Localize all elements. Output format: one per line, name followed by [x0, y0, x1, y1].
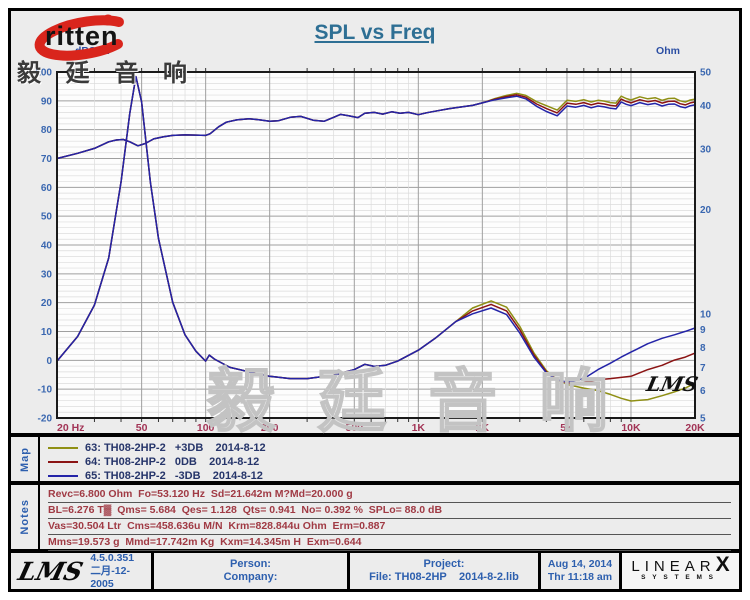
db-tick-label: 70: [41, 154, 53, 165]
divider: [11, 549, 739, 553]
person-label: Person:: [230, 558, 271, 570]
db-tick-label: 10: [41, 327, 53, 338]
ohm-tick-label: 40: [700, 101, 712, 112]
ohm-tick-label: 30: [700, 144, 712, 155]
db-tick-label: 30: [41, 269, 53, 280]
chart-area: -20 -10 0 10 20 30 40 50 60 70 80 90 100 50 40 30 20 10 9 8…: [11, 40, 739, 441]
footer-person-cell: Person: Company:: [151, 553, 347, 589]
page-title: SPL vs Freq: [314, 21, 436, 44]
linearx-x: X: [715, 553, 730, 576]
notes-panel-label: Notes: [18, 499, 31, 535]
divider: [11, 433, 739, 437]
project-label: Project:: [423, 558, 465, 570]
notes-content: Revc=6.800 Ohm Fo=53.120 Hz Sd=21.642m M…: [40, 485, 739, 551]
legend-item: 64: TH08-2HP-2 0DB 2014-8-12: [48, 455, 739, 468]
notes-panel: Notes Revc=6.800 Ohm Fo=53.120 Hz Sd=21.…: [11, 485, 739, 551]
ohm-tick-label: 9: [700, 325, 706, 336]
legend-label: 63: TH08-2HP-2 +3DB 2014-8-12: [85, 441, 266, 454]
legend-swatch-line: [48, 446, 78, 449]
ohm-tick-label: 7: [700, 363, 706, 374]
db-tick-label: -20: [38, 414, 53, 425]
freq-tick-label: 1K: [412, 422, 426, 433]
note-line: Revc=6.800 Ohm Fo=53.120 Hz Sd=21.642m M…: [48, 488, 731, 503]
linearx-logo: LINEAR X SYSTEMS: [619, 553, 739, 589]
footer-bar: LMS 4.5.0.351 二月-12-2005 Person: Company…: [11, 551, 739, 590]
db-tick-label: 100: [35, 68, 52, 79]
lms-logo: LMS: [15, 556, 86, 586]
file-name: File: TH08-2HP 2014-8-2.lib: [369, 571, 519, 583]
db-tick-label: 20: [41, 298, 53, 309]
freq-tick-label: 2K: [476, 422, 490, 433]
version-date: 二月-12-2005: [90, 564, 130, 590]
db-tick-label: 80: [41, 125, 53, 136]
note-line: Mms=19.573 g Mmd=17.742m Kg Kxm=14.345m …: [48, 536, 731, 551]
freq-tick-label: 10K: [621, 422, 641, 433]
legend-label: 65: TH08-2HP-2 -3DB 2014-8-12: [85, 469, 263, 482]
freq-tick-label: 20K: [685, 422, 705, 433]
map-panel-label: Map: [18, 446, 31, 472]
spl-vs-freq-chart: -20 -10 0 10 20 30 40 50 60 70 80 90 100 50 40 30 20 10 9 8…: [35, 45, 712, 433]
db-tick-label: 60: [41, 183, 53, 194]
legend-item: 65: TH08-2HP-2 -3DB 2014-8-12: [48, 469, 739, 482]
db-tick-label: 90: [41, 96, 53, 107]
linearx-text: LINEAR: [631, 558, 716, 575]
report-date: Aug 14, 2014: [547, 558, 613, 570]
db-tick-label: 50: [41, 212, 53, 223]
ohm-tick-label: 20: [700, 205, 712, 216]
freq-tick-label: 500: [346, 422, 364, 433]
series-curve: [56, 95, 696, 160]
ohm-tick-label: 6: [700, 386, 706, 397]
note-line: Vas=30.504 Ltr Cms=458.636u M/N Krm=828.…: [48, 520, 731, 535]
freq-tick-label: 50: [136, 422, 148, 433]
freq-tick-label: 5K: [560, 422, 574, 433]
freq-tick-label: 200: [261, 422, 279, 433]
legend: 63: TH08-2HP-2 +3DB 2014-8-12 64: TH08-2…: [40, 437, 739, 482]
version-number: 4.5.0.351: [90, 551, 135, 564]
footer-version-cell: LMS 4.5.0.351 二月-12-2005: [11, 551, 151, 590]
ohm-tick-label: 5: [700, 414, 706, 425]
legend-swatch-line: [48, 474, 78, 477]
company-label: Company:: [223, 571, 278, 583]
map-panel: Map 63: TH08-2HP-2 +3DB 2014-8-12 64: TH…: [11, 437, 739, 482]
db-tick-label: 40: [41, 241, 53, 252]
ohm-tick-label: 10: [700, 309, 712, 320]
freq-tick-label: 20 Hz: [57, 422, 84, 433]
notes-panel-strip: Notes: [11, 485, 40, 549]
footer-project-cell: Project: File: TH08-2HP 2014-8-2.lib: [347, 553, 538, 589]
ohm-tick-label: 50: [700, 68, 712, 79]
lms-signature: LMS: [644, 372, 701, 396]
report-frame: SPL vs Freq -20 -10 0 10 20 30 40 50 60 70 80 90 100…: [8, 8, 742, 592]
footer-date-cell: Aug 14, 2014 Thr 11:18 am: [538, 553, 619, 589]
right-axis-title: Ohm: [656, 45, 680, 57]
freq-tick-label: 100: [197, 422, 215, 433]
legend-label: 64: TH08-2HP-2 0DB 2014-8-12: [85, 455, 260, 468]
note-line: BL=6.276 T▓ Qms= 5.684 Qes= 1.128 Qts= 0…: [48, 504, 731, 519]
report-time: Thr 11:18 am: [547, 571, 613, 583]
ohm-tick-label: 8: [700, 343, 706, 354]
legend-swatch-line: [48, 460, 78, 463]
map-panel-strip: Map: [11, 437, 40, 481]
series-curve: [56, 75, 696, 383]
divider: [11, 481, 739, 485]
legend-item: 63: TH08-2HP-2 +3DB 2014-8-12: [48, 441, 739, 454]
db-tick-label: 0: [46, 356, 52, 367]
linearx-systems-text: SYSTEMS: [641, 574, 720, 581]
left-axis-title: dBSPL: [75, 45, 110, 57]
db-tick-label: -10: [38, 385, 53, 396]
